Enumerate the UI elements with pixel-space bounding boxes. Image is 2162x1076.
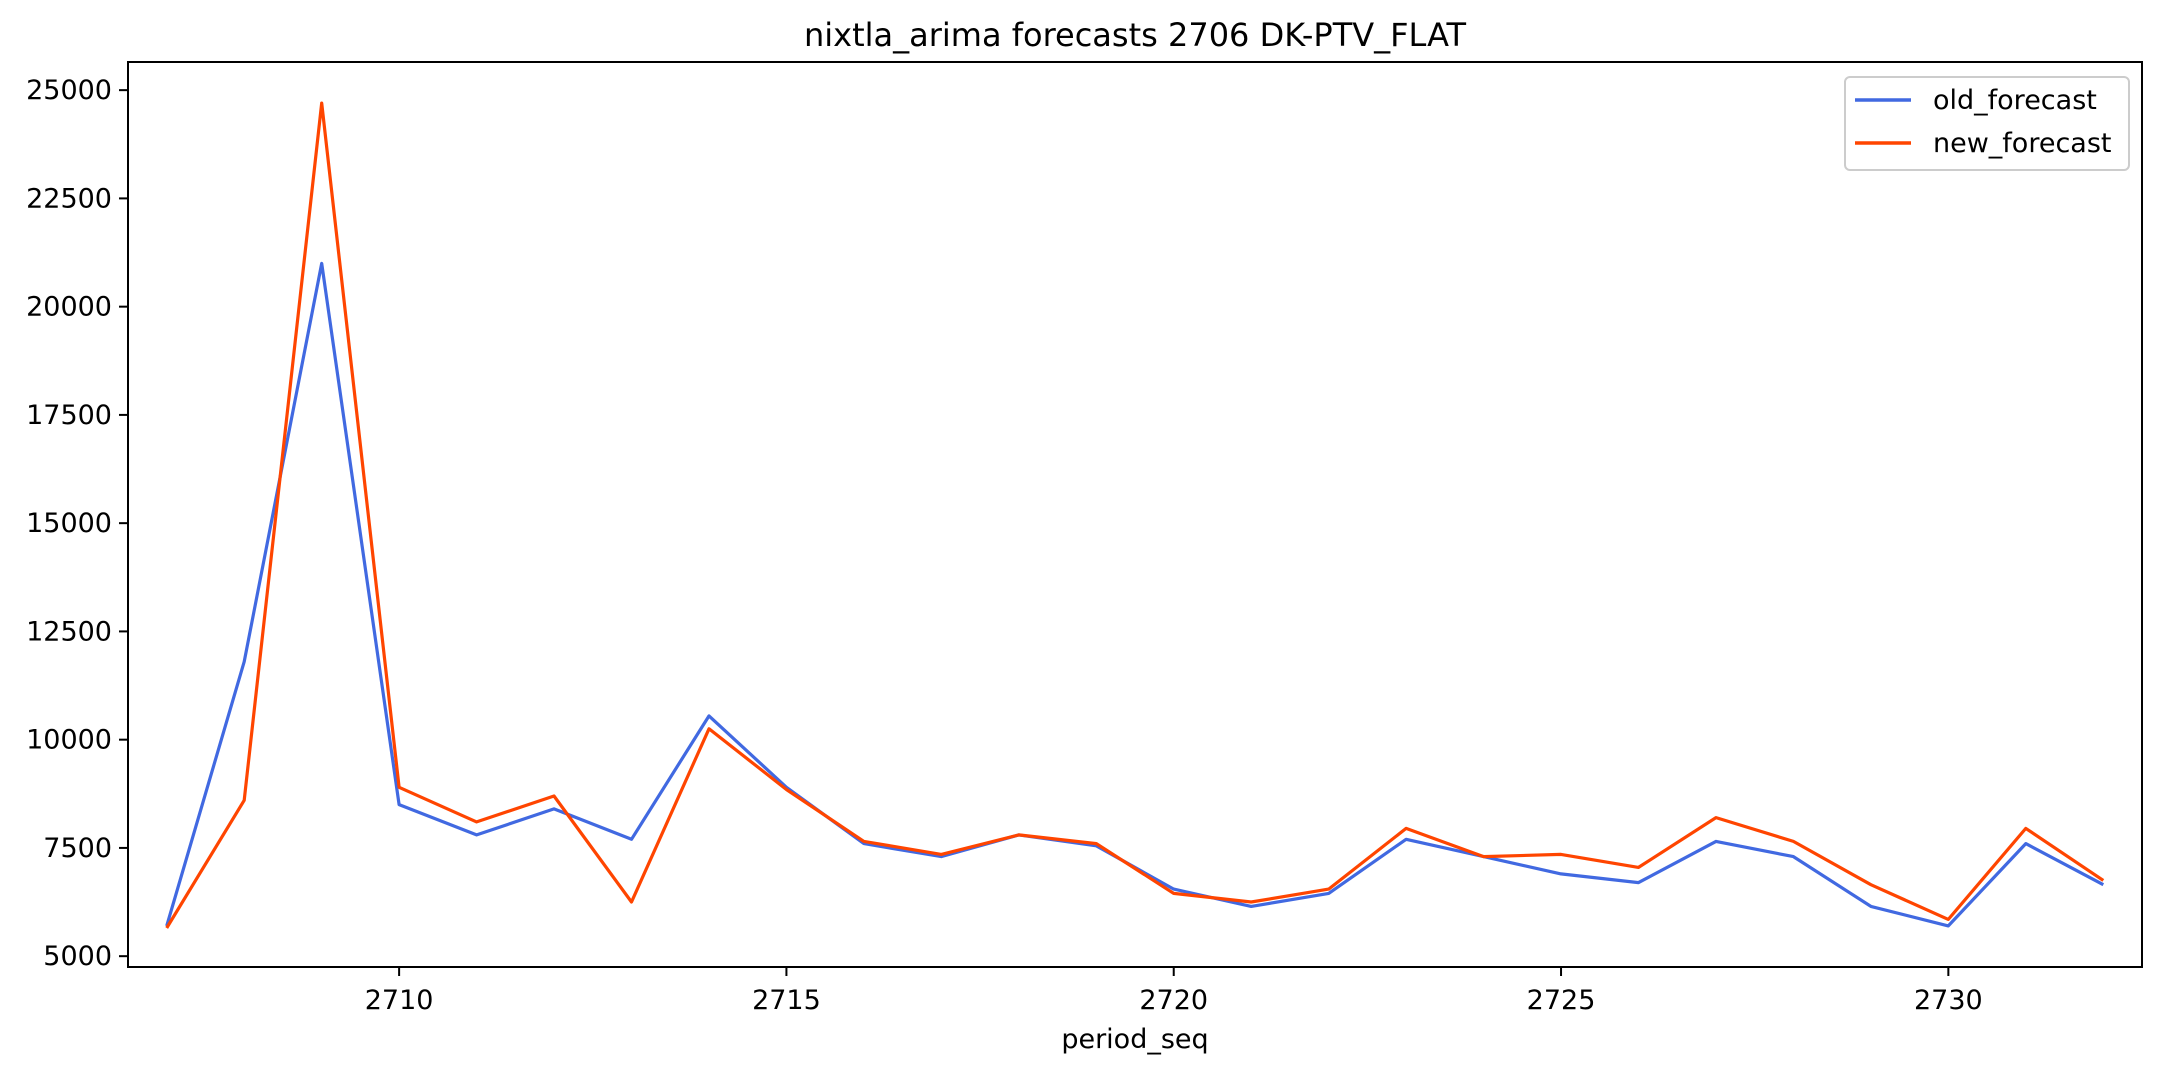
legend: old_forecast new_forecast [1844, 76, 2130, 171]
y-tick-label: 5000 [43, 941, 112, 972]
y-tick-label: 20000 [26, 292, 112, 323]
y-tick-label: 17500 [26, 400, 112, 431]
plot-frame [127, 61, 2143, 968]
x-tick-label: 2720 [1139, 985, 1208, 1016]
y-tick-label: 22500 [26, 183, 112, 214]
plot-series [165, 101, 2105, 929]
chart-title: nixtla_arima forecasts 2706 DK-PTV_FLAT [804, 16, 1467, 54]
legend-label-old-forecast: old_forecast [1933, 85, 2097, 116]
y-tick-label: 12500 [26, 616, 112, 647]
y-tick-label: 7500 [43, 833, 112, 864]
legend-box [1844, 76, 2130, 171]
x-tick-label: 2715 [752, 985, 821, 1016]
y-tick-label: 25000 [26, 75, 112, 106]
x-axis: 2710 2715 2720 2725 2730 [365, 967, 1983, 1016]
x-tick-label: 2725 [1527, 985, 1596, 1016]
y-tick-label: 15000 [26, 508, 112, 539]
x-tick-label: 2710 [365, 985, 434, 1016]
y-tick-label: 10000 [26, 725, 112, 756]
x-tick-label: 2730 [1914, 985, 1983, 1016]
series-line-new-forecast [165, 101, 2105, 929]
x-axis-label: period_seq [1061, 1024, 1208, 1055]
legend-label-new-forecast: new_forecast [1933, 128, 2112, 159]
series-line-old-forecast [165, 261, 2105, 928]
y-axis: 5000 7500 10000 12500 15000 17500 20000 22500 25… [26, 75, 128, 972]
